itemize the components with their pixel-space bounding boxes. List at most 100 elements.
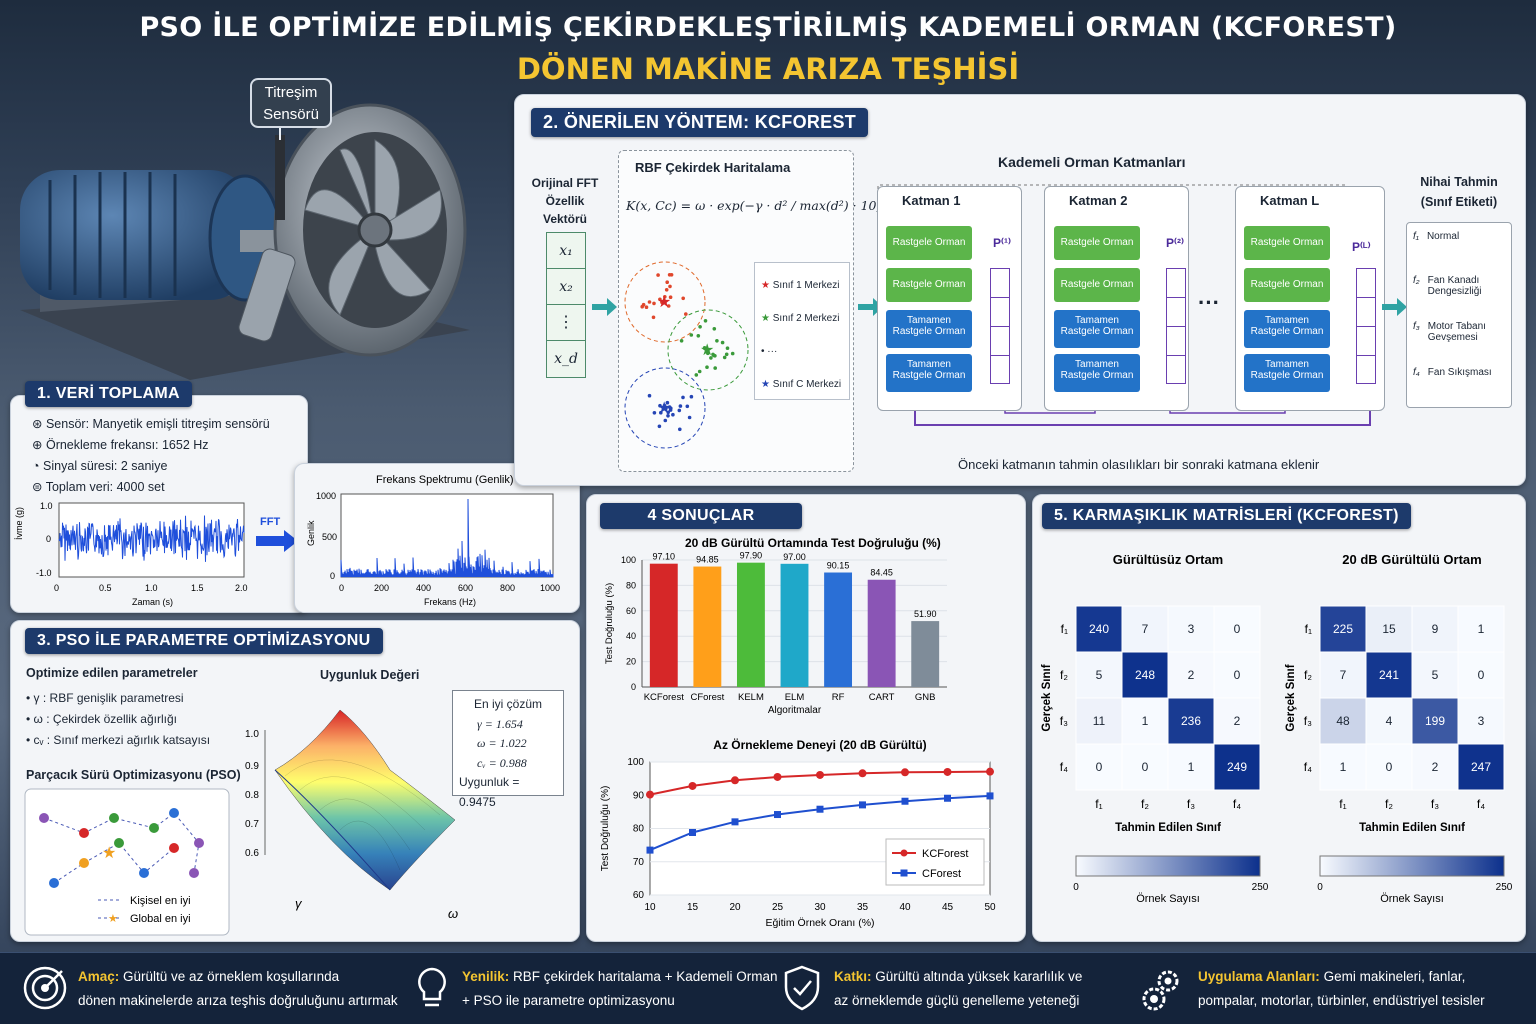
matrix-cell xyxy=(1213,743,1261,791)
gamma-axis-label: γ xyxy=(295,896,303,911)
cluster-point xyxy=(664,288,669,292)
matrix-cell xyxy=(1457,743,1505,791)
tick-label: 800 xyxy=(500,583,515,593)
feature-cell: x₂ xyxy=(547,269,585,305)
line-chart-title: Az Örnekleme Deneyi (20 dB Gürültü) xyxy=(713,737,926,752)
bottom-item-contribution: Katkı: Gürültü altında yüksek kararlılık… xyxy=(834,969,1083,1008)
col-label: f₃ xyxy=(1431,797,1439,811)
matrix-cell xyxy=(1167,743,1215,791)
main-subtitle: DÖNEN MAKİNE ARIZA TEŞHİSİ xyxy=(516,52,1020,86)
cluster-point xyxy=(651,315,656,320)
cell-value: 0 xyxy=(1386,760,1393,774)
matrix-cell xyxy=(1121,697,1169,745)
x-tick-label: 50 xyxy=(984,902,996,913)
database-icon: ⊜ xyxy=(32,480,43,494)
output-title: Nihai Tahmin (Sınıf Etiketi) xyxy=(1420,175,1498,209)
legend-marker xyxy=(900,869,908,877)
tick-label: 600 xyxy=(458,583,473,593)
cluster-point xyxy=(713,354,717,358)
best-value: γ = 1.654 xyxy=(477,716,523,731)
prob-label: P⁽¹⁾ xyxy=(993,236,1011,250)
bar xyxy=(693,566,722,687)
line-legend xyxy=(885,838,985,886)
y-tick-label: 80 xyxy=(626,580,636,590)
cell-value: 2 xyxy=(1188,668,1195,682)
cell-value: 1 xyxy=(1340,760,1347,774)
matrix-cell xyxy=(1213,651,1261,699)
bottom-item-applications: Uygulama Alanları: Gemi makineleri, fanl… xyxy=(1198,969,1485,1008)
cluster-point xyxy=(698,325,702,329)
bar-value-label: 97.90 xyxy=(740,551,763,561)
col-label: f₁ xyxy=(1095,797,1102,811)
z-tick: 0.9 xyxy=(245,761,259,772)
cluster-point xyxy=(694,373,699,377)
global-best-icon: ★ xyxy=(102,845,116,862)
cell-value: 0 xyxy=(1142,760,1149,774)
matrix-cell xyxy=(1319,605,1367,653)
legend-global: Global en iyi xyxy=(130,913,191,925)
bar xyxy=(780,563,809,687)
cluster-point xyxy=(667,273,672,277)
bar-value-label: 84.45 xyxy=(870,568,893,578)
cluster-point xyxy=(656,273,660,277)
cluster-point xyxy=(666,410,670,415)
ellipsis: ··· xyxy=(1198,290,1220,315)
time-signal-line xyxy=(58,515,245,562)
y-tick-label: 40 xyxy=(626,631,636,641)
prob-vector xyxy=(1166,268,1186,384)
x-tick-label: 45 xyxy=(942,902,954,913)
col-label: f₄ xyxy=(1477,797,1485,811)
cluster-point xyxy=(658,297,662,302)
time-signal-plot: İvme (g) 1.0 0 -1.0 0 0.5 1.0 1.5 2.0 Za… xyxy=(14,501,248,607)
matrix-cell xyxy=(1319,743,1367,791)
section2-header: 2. ÖNERİLEN YÖNTEM: KCFOREST xyxy=(531,108,869,137)
pso-particle xyxy=(109,813,119,823)
cluster-point xyxy=(665,280,669,284)
list-item: ⊛ Sensör: Manyetik emişli titreşim sensö… xyxy=(32,417,270,431)
class2-center-icon: ★ xyxy=(700,342,714,359)
cluster-point xyxy=(715,339,719,343)
cluster-point xyxy=(657,424,662,429)
z-tick: 0.7 xyxy=(245,819,259,830)
y-tick-label: 100 xyxy=(627,757,644,768)
pso-particle xyxy=(169,808,179,818)
cluster-point xyxy=(671,412,675,417)
cell-value: 1 xyxy=(1142,714,1149,728)
bar-xlabel: Algoritmalar xyxy=(768,705,822,716)
cell-value: 5 xyxy=(1432,668,1439,682)
row-label: f₃ xyxy=(1060,714,1068,728)
cluster-point xyxy=(667,405,672,409)
row-label: f₁ xyxy=(1305,622,1312,636)
cell-value: 248 xyxy=(1135,668,1155,682)
tick-label: 0 xyxy=(339,583,344,593)
bottom-banner: Amaç: Gürültü ve az örneklem koşullarınd… xyxy=(0,952,1536,1024)
spectrum-xlabel: Frekans (Hz) xyxy=(424,597,476,607)
legend-item: ★ Sınıf 2 Merkezi xyxy=(761,313,840,324)
cluster-point xyxy=(713,366,717,370)
sensor-callout: Titreşim Sensörü xyxy=(250,78,332,128)
tick-label: 1000 xyxy=(540,583,560,593)
forest-crf: Tamamen Rastgele Orman xyxy=(886,310,972,348)
y-tick-label: 0 xyxy=(631,682,636,692)
cluster-point xyxy=(687,415,692,420)
tick-label: 1.0 xyxy=(40,501,53,511)
pso-particle xyxy=(114,838,124,848)
cell-value: 7 xyxy=(1340,668,1347,682)
tick-label: 500 xyxy=(322,532,337,542)
data-point xyxy=(943,767,952,776)
tick-label: 0.5 xyxy=(99,583,112,593)
cell-value: 5 xyxy=(1096,668,1103,682)
z-tick: 1.0 xyxy=(245,729,259,740)
matrix-title: Gürültüsüz Ortam xyxy=(1113,552,1224,567)
cluster-plot: ★ ★ ★ xyxy=(624,261,749,449)
section4-header: 4 SONUÇLAR xyxy=(600,503,802,529)
data-point xyxy=(986,792,994,800)
cluster-point xyxy=(663,295,667,299)
tick-label: 200 xyxy=(374,583,389,593)
svg-text:★: ★ xyxy=(108,913,118,925)
data-point xyxy=(731,776,739,785)
cluster-point xyxy=(678,404,683,408)
spectrum-line xyxy=(340,498,554,578)
y-tick-label: 20 xyxy=(626,657,636,667)
pso-particle xyxy=(139,868,149,878)
